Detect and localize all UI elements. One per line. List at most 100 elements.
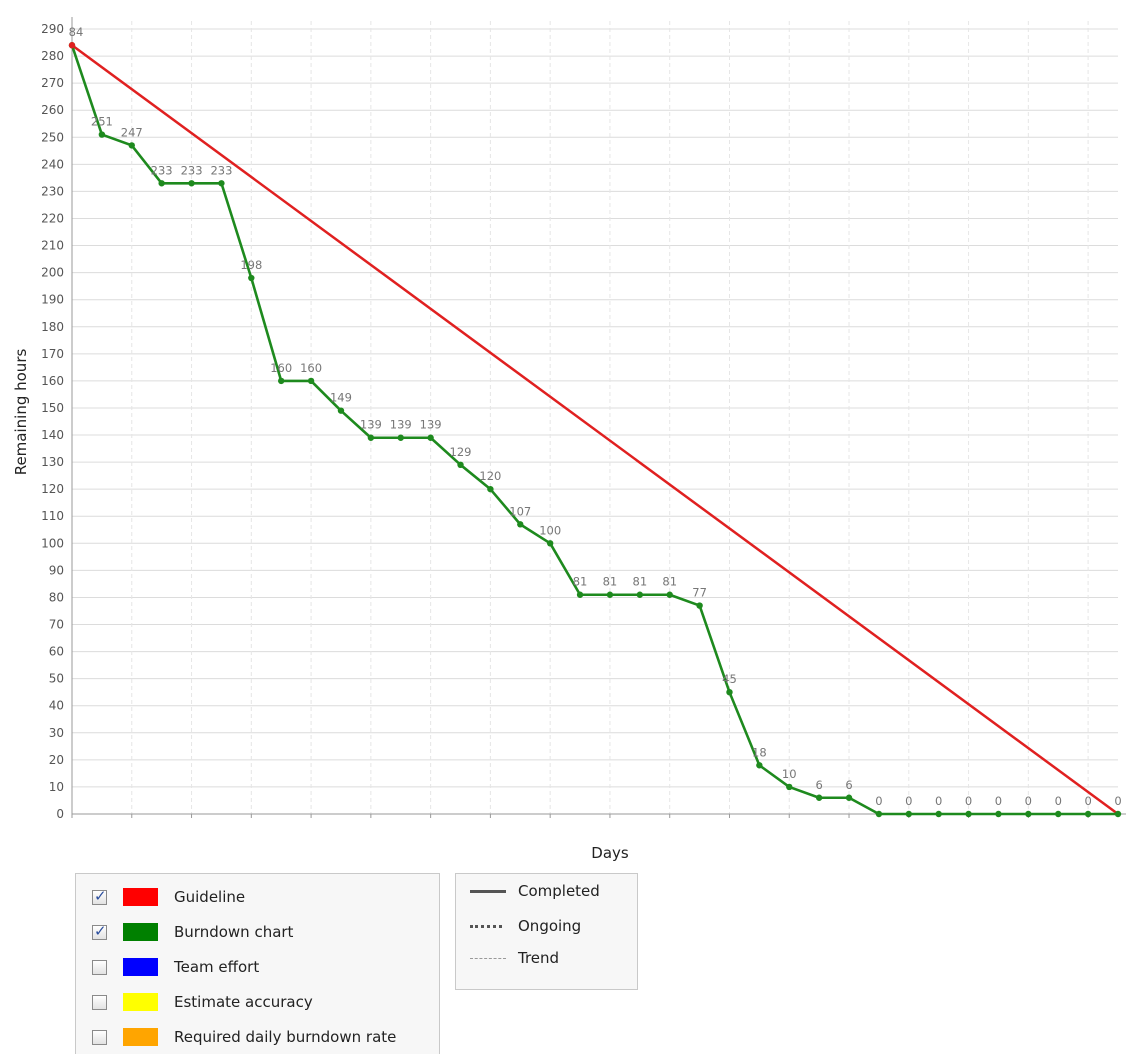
y-tick-label: 100 [41,536,64,550]
dotted-line-icon [470,924,502,928]
data-label: 233 [151,163,173,177]
legend-item-required-daily-burndown-rate[interactable]: Required daily burndown rate [92,1026,396,1048]
burndown-point [636,591,644,598]
data-label: 81 [633,575,648,589]
guideline-start-point [68,42,76,49]
y-tick-label: 110 [41,509,64,523]
series-legend: Guideline Burndown chart Team effort Est… [75,873,440,1054]
guideline-checkbox[interactable] [92,887,107,905]
burndown-point [307,377,315,385]
data-label: 139 [360,418,382,432]
burndown-point [1114,810,1122,818]
data-label: 149 [330,391,352,405]
line-style-trend: Trend [470,947,559,969]
y-tick-label: 210 [41,239,64,253]
data-label: 233 [181,163,203,177]
data-label: 0 [1025,794,1032,808]
y-tick-label: 30 [49,726,64,740]
data-label: 107 [509,504,531,518]
data-label: 0 [1114,794,1121,808]
legend-item-team-effort[interactable]: Team effort [92,956,259,978]
data-label: 81 [573,575,588,589]
burndown-point [845,794,853,801]
legend-label: Team effort [174,958,260,976]
solid-line-icon [470,889,506,893]
burndown-point [248,274,255,282]
legend-label: Required daily burndown rate [174,1028,397,1046]
chart-data-labels: 84 251 247 233 233 233 198 160 160 149 139 139 139 12… [69,25,1122,808]
burndown-point [337,407,345,414]
burndown-point [726,688,733,696]
y-tick-label: 170 [41,347,64,361]
guideline-swatch [123,888,158,906]
y-tick-label: 130 [41,455,64,469]
line-style-label: Trend [518,949,560,967]
data-label: 0 [995,794,1002,808]
data-label: 6 [845,778,852,792]
data-label: 10 [782,767,797,781]
data-label: 18 [752,745,767,759]
data-label: 160 [270,361,292,375]
data-label: 120 [479,469,501,483]
y-tick-label: 10 [49,780,64,794]
data-label: 251 [91,115,113,129]
y-tick-label: 50 [49,672,64,686]
burndown-point [606,591,614,598]
estimate-accuracy-checkbox[interactable] [92,994,107,1010]
y-tick-label: 150 [41,401,64,415]
burndown-point [158,180,165,187]
dashed-line-icon [470,957,506,959]
y-tick-label: 190 [41,293,64,307]
burndown-point [756,762,763,769]
team-effort-swatch [123,958,158,976]
data-label: 0 [1084,794,1091,808]
burndown-point [815,794,823,801]
estimate-accuracy-swatch [123,993,158,1011]
line-style-ongoing: Ongoing [470,915,581,937]
burndown-point [786,783,793,791]
data-label: 139 [390,418,412,432]
line-style-label: Completed [518,882,600,900]
y-tick-label: 180 [41,320,64,334]
data-label: 77 [692,586,707,600]
data-label: 81 [662,575,677,589]
legend-item-guideline[interactable]: Guideline [92,886,245,908]
y-tick-label: 220 [41,211,64,225]
team-effort-checkbox[interactable] [92,959,107,975]
x-axis-title: Days [591,844,629,862]
y-tick-label: 70 [49,618,64,632]
data-label: 0 [935,794,942,808]
data-label: 0 [875,794,882,808]
burndown-point [397,434,404,441]
y-axis-title: Remaining hours [12,349,30,476]
burndown-point [218,180,225,187]
data-label: 139 [420,418,442,432]
legend-label: Guideline [174,888,246,906]
legend-item-estimate-accuracy[interactable]: Estimate accuracy [92,991,313,1013]
burndown-series-line [70,44,1118,816]
data-label: 6 [815,778,822,792]
burndown-point [576,591,584,598]
y-tick-label: 40 [49,699,64,713]
required-daily-burndown-rate-checkbox[interactable] [92,1029,107,1045]
burndown-point [995,810,1002,818]
data-label: 84 [69,25,84,39]
burndown-point [367,434,375,441]
burndown-chart-checkbox[interactable] [92,922,107,940]
y-tick-label: 240 [41,157,64,171]
y-tick-label: 90 [49,563,64,577]
guideline-series-line [71,44,1119,816]
y-tick-label: 160 [41,374,64,388]
y-tick-label: 0 [56,807,64,821]
data-label: 0 [965,794,972,808]
data-label: 81 [603,575,618,589]
legend-label: Burndown chart [174,923,294,941]
data-label: 0 [1055,794,1062,808]
burndown-point [457,461,464,469]
legend-label: Estimate accuracy [174,993,313,1011]
line-style-label: Ongoing [518,917,582,935]
data-label: 0 [905,794,912,808]
legend-item-burndown-chart[interactable]: Burndown chart [92,921,293,943]
y-tick-label: 140 [41,428,64,442]
y-tick-label: 250 [41,130,64,144]
